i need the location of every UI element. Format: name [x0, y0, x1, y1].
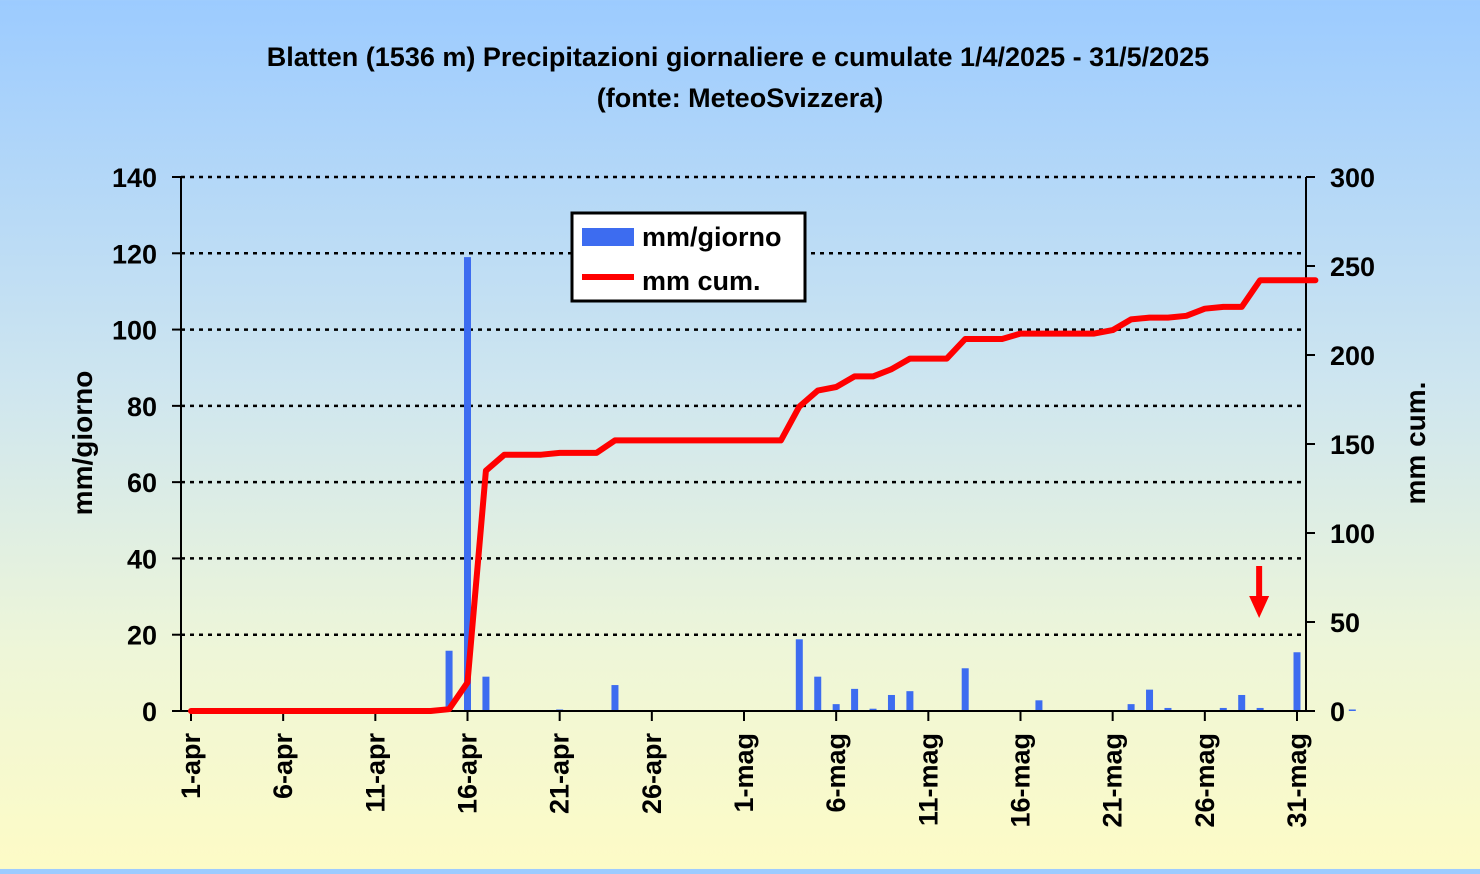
y-left-tick-label: 40 — [127, 544, 157, 574]
y-right-tick-label: 150 — [1330, 430, 1375, 460]
x-tick-label: 16-mag — [1006, 733, 1036, 828]
y-right-tick-label: 50 — [1330, 608, 1360, 638]
bar — [1256, 707, 1264, 711]
bar — [611, 685, 619, 711]
bar — [906, 691, 914, 711]
chart-title: Blatten (1536 m) Precipitazioni giornali… — [267, 42, 1209, 72]
y-left-tick-label: 60 — [127, 468, 157, 498]
bar — [1293, 652, 1301, 711]
y-left-tick-label: 120 — [112, 239, 157, 269]
bar — [464, 257, 471, 711]
bar — [1127, 704, 1135, 711]
bar — [795, 639, 803, 711]
bar — [445, 650, 453, 711]
y-left-tick-label: 100 — [112, 316, 157, 346]
bar — [1146, 689, 1154, 711]
bar — [851, 688, 859, 711]
bar — [1164, 707, 1172, 711]
bar — [887, 694, 895, 711]
arrow-head — [1249, 596, 1270, 618]
legend: mm/giorno mm cum. — [570, 211, 807, 303]
x-tick-label: 21-apr — [545, 733, 575, 815]
bar — [1238, 694, 1246, 711]
x-tick-label: 26-apr — [637, 733, 667, 815]
x-tick-label: 31-mag — [1282, 733, 1312, 828]
bar — [1035, 700, 1043, 711]
legend-box — [570, 211, 807, 303]
annotation-arrow — [1249, 566, 1270, 618]
x-tick-label: 21-mag — [1098, 733, 1128, 828]
annotations — [1249, 566, 1270, 618]
bar — [1219, 707, 1227, 711]
bar — [482, 676, 490, 711]
tick-labels: 0 20 40 60 80 100 120 140 0 50 100 150 200 250 300 1-ap… — [112, 163, 1375, 828]
bar — [961, 668, 969, 711]
line-series — [188, 277, 1319, 714]
chart-subtitle: (fonte: MeteoSvizzera) — [597, 83, 884, 113]
x-tick-label: 11-mag — [913, 733, 943, 826]
y-axis-right-label: mm cum. — [1400, 382, 1431, 505]
x-tick-label: 26-mag — [1190, 733, 1220, 828]
bar — [869, 708, 877, 711]
y-right-tick-label: 0 — [1330, 697, 1345, 727]
bar — [1348, 709, 1356, 711]
x-tick-label: 6-mag — [821, 733, 851, 813]
legend-label-line: mm cum. — [642, 266, 761, 296]
y-right-tick-label: 250 — [1330, 252, 1375, 282]
x-tick-label: 1-apr — [176, 733, 206, 800]
y-left-tick-label: 80 — [127, 392, 157, 422]
bar — [814, 676, 822, 711]
y-right-tick-label: 100 — [1330, 519, 1375, 549]
x-tick-label: 1-mag — [729, 733, 759, 813]
x-tick-label: 16-apr — [453, 733, 483, 815]
bar-series — [445, 257, 1356, 711]
x-tick-label: 11-apr — [360, 733, 390, 813]
legend-label-bars: mm/giorno — [642, 222, 782, 252]
legend-swatch-bars — [582, 228, 634, 246]
y-right-tick-label: 200 — [1330, 341, 1375, 371]
cumulative-line — [188, 277, 1319, 714]
y-left-tick-label: 20 — [127, 621, 157, 651]
y-left-tick-label: 0 — [142, 697, 157, 727]
y-right-tick-label: 300 — [1330, 163, 1375, 193]
y-left-tick-label: 140 — [112, 163, 157, 193]
bar — [832, 704, 840, 711]
y-axis-left-label: mm/giorno — [67, 371, 98, 516]
x-tick-label: 6-apr — [268, 733, 298, 800]
